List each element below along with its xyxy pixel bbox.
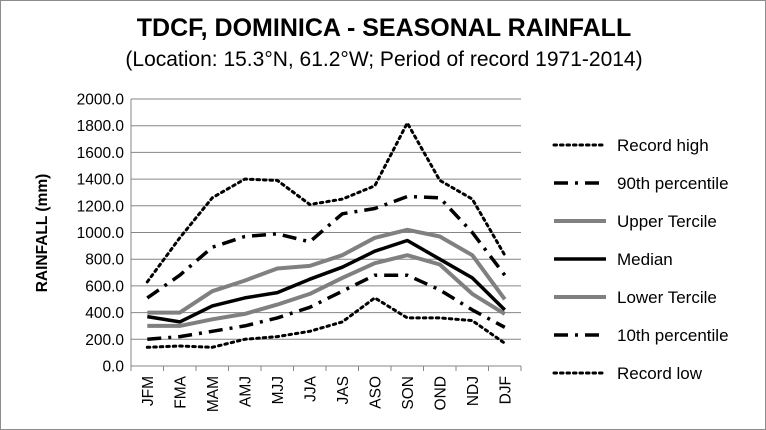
legend: Record high 90th percentile Upper Tercile M… bbox=[552, 136, 729, 383]
x-tick-label: NDJ bbox=[465, 376, 482, 406]
legend-item-median: Median bbox=[554, 250, 673, 269]
series-line-record-high bbox=[145, 121, 507, 284]
y-tick-label: 1000.0 bbox=[77, 225, 125, 242]
legend-item-10th-percentile: 10th percentile bbox=[554, 326, 729, 345]
legend-item-record-high: Record high bbox=[552, 136, 709, 155]
y-axis-label: RAINFALL (mm) bbox=[34, 174, 51, 293]
x-tick-label: DJF bbox=[497, 376, 514, 404]
x-tick-label: OND bbox=[432, 376, 449, 410]
y-tick-label: 600.0 bbox=[85, 278, 124, 295]
x-tick-label: FMA bbox=[172, 375, 189, 408]
x-tick-label: ASO bbox=[367, 376, 384, 409]
legend-item-record-low: Record low bbox=[552, 364, 703, 383]
x-tick-label: JFM bbox=[140, 376, 157, 406]
y-tick-label: 1600.0 bbox=[77, 145, 125, 162]
legend-label: Lower Tercile bbox=[617, 288, 717, 307]
series-line-90th-percentile bbox=[146, 194, 507, 300]
y-tick-label: 1800.0 bbox=[77, 118, 125, 135]
y-tick-label: 1400.0 bbox=[77, 172, 125, 189]
legend-label: Upper Tercile bbox=[617, 212, 717, 231]
y-tick-label: 200.0 bbox=[85, 332, 124, 349]
series-line-median bbox=[147, 238, 507, 324]
legend-item-90th-percentile: 90th percentile bbox=[554, 174, 729, 193]
legend-label: Record high bbox=[617, 136, 709, 155]
series-line-upper-tercile bbox=[147, 227, 507, 315]
y-tick-label: 400.0 bbox=[85, 305, 124, 322]
y-tick-label: 0.0 bbox=[102, 359, 124, 376]
y-tick-label: 2000.0 bbox=[77, 92, 125, 109]
x-tick-label: JJA bbox=[302, 375, 319, 402]
legend-label: Median bbox=[617, 250, 673, 269]
x-tick-label: MJJ bbox=[270, 376, 287, 404]
legend-item-lower-tercile: Lower Tercile bbox=[554, 288, 717, 307]
legend-label: 90th percentile bbox=[617, 174, 729, 193]
y-tick-label: 1200.0 bbox=[77, 198, 125, 215]
series-line-record-low bbox=[145, 296, 507, 349]
series-lines bbox=[145, 121, 507, 349]
series-line-10th-percentile bbox=[147, 273, 506, 342]
x-tick-label: JAS bbox=[335, 376, 352, 404]
x-tick-label: AMJ bbox=[237, 376, 254, 407]
axes: 0.0 200.0 400.0 600.0 800.0 1000.0 1200.0 1400.… bbox=[77, 92, 522, 412]
chart-title: TDCF, DOMINICA - SEASONAL RAINFALL bbox=[137, 14, 631, 42]
series-line-lower-tercile bbox=[147, 253, 506, 328]
x-tick-label: MAM bbox=[205, 376, 222, 412]
chart-subtitle: (Location: 15.3°N, 61.2°W; Period of rec… bbox=[125, 48, 642, 71]
legend-label: Record low bbox=[617, 364, 703, 383]
y-tick-label: 800.0 bbox=[85, 252, 124, 269]
legend-label: 10th percentile bbox=[617, 326, 729, 345]
legend-item-upper-tercile: Upper Tercile bbox=[554, 212, 717, 231]
x-tick-label: SON bbox=[400, 376, 417, 410]
